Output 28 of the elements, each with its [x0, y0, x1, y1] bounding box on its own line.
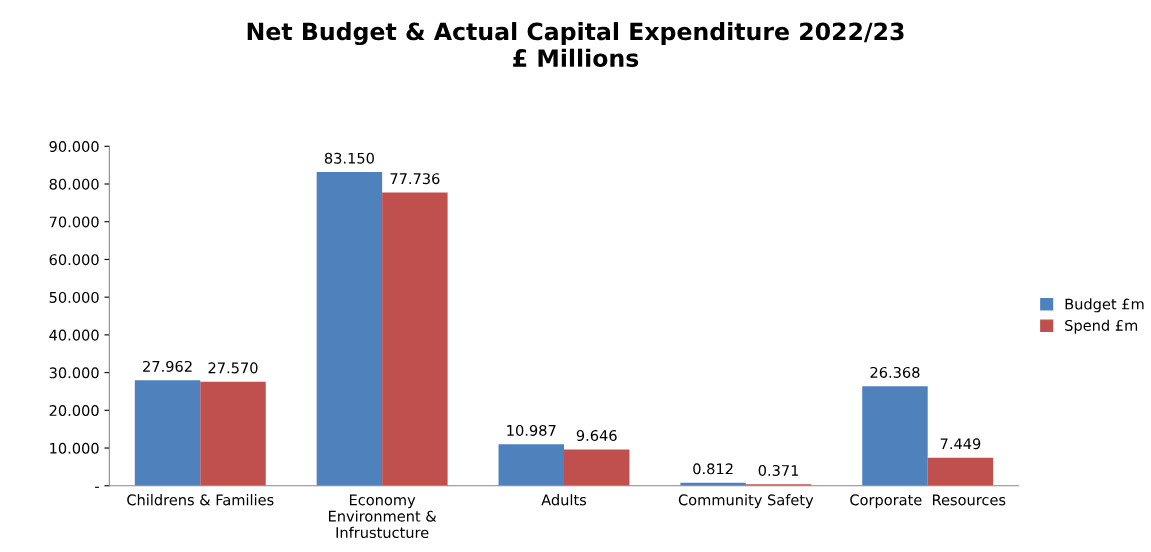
- x-tick-label: Childrens & Families: [127, 494, 274, 506]
- x-tick-label: Economy Environment & Infrustucture: [329, 494, 437, 539]
- data-label: 83.150: [324, 152, 374, 164]
- y-tick-label: 80.000: [49, 178, 99, 190]
- y-tick-label: -: [95, 486, 99, 488]
- legend-label: Budget £m: [1065, 298, 1144, 313]
- data-label: 26.368: [870, 366, 920, 378]
- data-label: 7.449: [940, 438, 981, 450]
- y-tick-label: 10.000: [50, 442, 99, 454]
- data-label: 77.736: [390, 173, 440, 185]
- data-label: 0.371: [758, 464, 799, 476]
- y-tick-label: 50.000: [49, 291, 99, 303]
- y-tick-label: 40.000: [49, 329, 99, 341]
- y-tick-label: 70.000: [49, 216, 99, 228]
- data-label: 27.570: [208, 362, 258, 374]
- y-tick-label: 90.000: [49, 141, 99, 153]
- data-label: 0.812: [693, 463, 733, 475]
- y-tick-label: 30.000: [49, 367, 99, 379]
- data-label: 27.962: [143, 360, 192, 372]
- y-tick-label: 60.000: [49, 254, 99, 266]
- data-label: 10.987: [507, 424, 556, 436]
- legend-label: Spend £m: [1065, 319, 1138, 334]
- x-tick-label: Community Safety: [678, 494, 814, 509]
- x-tick-label: Adults: [541, 494, 587, 506]
- data-label: 9.646: [576, 429, 617, 441]
- x-tick-label: Corporate Resources: [850, 494, 1006, 509]
- chart-title: Net Budget & Actual Capital Expenditure 2022/23 £ Millions: [247, 22, 904, 67]
- y-tick-label: 20.000: [49, 405, 99, 417]
